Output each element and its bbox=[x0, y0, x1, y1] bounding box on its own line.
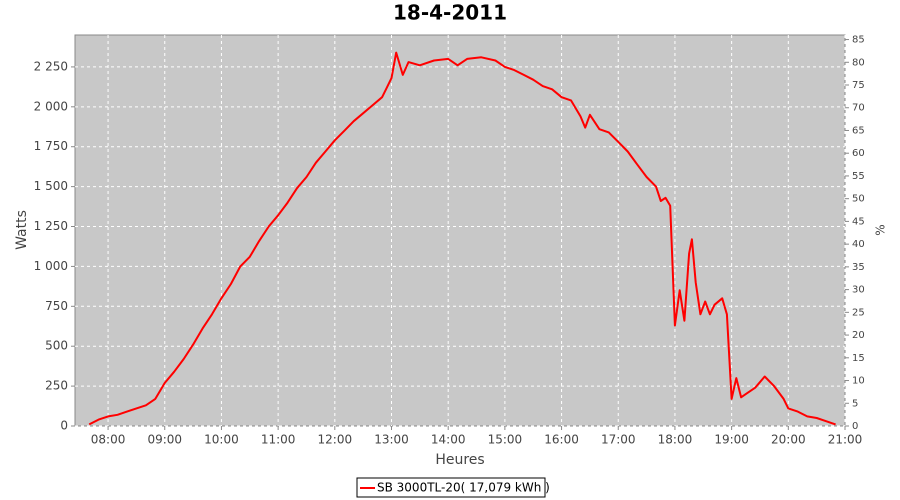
y2-tick-label: 50 bbox=[852, 194, 865, 205]
y-tick-label: 1 750 bbox=[34, 139, 68, 153]
y2-tick-label: 0 bbox=[852, 421, 858, 432]
y2-tick-label: 55 bbox=[852, 171, 865, 182]
y2-tick-label: 70 bbox=[852, 103, 865, 114]
y2-tick-label: 5 bbox=[852, 398, 858, 409]
x-tick-label: 14:00 bbox=[431, 433, 466, 447]
plot-area bbox=[74, 34, 846, 427]
data-line bbox=[88, 51, 836, 426]
y2-tick-label: 35 bbox=[852, 262, 865, 273]
y-tick-label: 2 000 bbox=[34, 99, 68, 113]
x-tick-label: 09:00 bbox=[147, 433, 182, 447]
legend-label: SB 3000TL-20( 17,079 kWh ) bbox=[377, 481, 550, 495]
y-tick-label: 1 250 bbox=[34, 219, 68, 233]
y-tick-label: 2 250 bbox=[34, 59, 68, 73]
x-axis-label: Heures bbox=[435, 452, 484, 468]
y-tick-label: 750 bbox=[45, 299, 68, 313]
legend bbox=[356, 477, 546, 498]
y-axis-label: Watts bbox=[14, 210, 30, 250]
y2-tick-label: 60 bbox=[852, 148, 865, 159]
y2-tick-label: 20 bbox=[852, 330, 865, 341]
x-tick-label: 11:00 bbox=[261, 433, 296, 447]
x-tick-label: 20:00 bbox=[771, 433, 806, 447]
y2-tick-label: 10 bbox=[852, 376, 865, 387]
y2-tick-label: 40 bbox=[852, 239, 865, 250]
x-tick-label: 15:00 bbox=[488, 433, 523, 447]
x-tick-label: 18:00 bbox=[658, 433, 693, 447]
y-tick-label: 1 000 bbox=[34, 259, 68, 273]
y-tick-label: 250 bbox=[45, 379, 68, 393]
x-tick-label: 13:00 bbox=[374, 433, 409, 447]
x-tick-label: 16:00 bbox=[544, 433, 579, 447]
x-tick-label: 19:00 bbox=[714, 433, 749, 447]
y2-tick-label: 30 bbox=[852, 285, 865, 296]
x-tick-label: 21:00 bbox=[828, 433, 863, 447]
y-tick-label: 500 bbox=[45, 339, 68, 353]
y2-tick-label: 65 bbox=[852, 125, 865, 136]
y-tick-label: 0 bbox=[60, 419, 68, 433]
chart-title: 18-4-2011 bbox=[393, 1, 507, 25]
x-tick-label: 10:00 bbox=[204, 433, 239, 447]
y-tick-label: 1 500 bbox=[34, 179, 68, 193]
y2-axis-label: % bbox=[874, 224, 888, 235]
y2-tick-label: 85 bbox=[852, 35, 865, 46]
x-tick-label: 12:00 bbox=[318, 433, 353, 447]
x-tick-label: 08:00 bbox=[91, 433, 126, 447]
y2-tick-label: 45 bbox=[852, 216, 865, 227]
y2-tick-label: 15 bbox=[852, 353, 865, 364]
y2-tick-label: 80 bbox=[852, 57, 865, 68]
y2-tick-label: 25 bbox=[852, 307, 865, 318]
y2-tick-label: 75 bbox=[852, 80, 865, 91]
x-tick-label: 17:00 bbox=[601, 433, 636, 447]
